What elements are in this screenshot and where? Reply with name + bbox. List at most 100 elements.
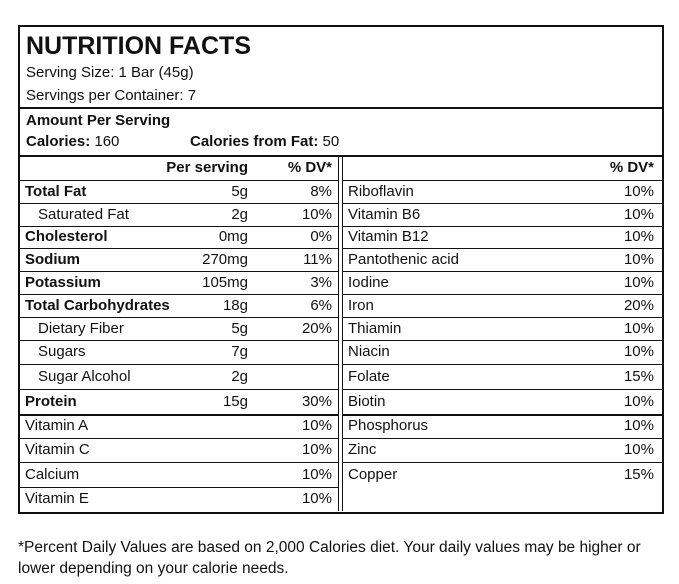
row-line [18, 340, 338, 341]
daily-value: 10% [301, 417, 332, 434]
nutrient-name: Copper [348, 465, 398, 483]
servings: Servings per Container: 7 [26, 87, 197, 104]
column-header: Per serving [166, 159, 248, 176]
daily-value: 8% [310, 182, 332, 200]
nutrient-name: Total Carbohydrates [25, 296, 170, 314]
row-line [342, 248, 662, 249]
divider [18, 107, 662, 109]
row-line [342, 462, 662, 463]
fat-calories-label: Calories from Fat: [190, 133, 319, 150]
nutrient-name: Dietary Fiber [38, 319, 124, 337]
nutrient-name: Iodine [348, 273, 389, 291]
row-line [18, 226, 338, 227]
daily-value: 10% [623, 228, 654, 245]
daily-value: 15% [623, 465, 654, 483]
amount: 18g [222, 296, 248, 314]
row-line [18, 248, 338, 249]
amount: 5g [231, 182, 248, 200]
row-line [18, 462, 338, 463]
label-box [18, 25, 664, 514]
nutrient-name: Vitamin E [25, 490, 89, 507]
row-line [18, 317, 338, 318]
nutrient-name: Cholesterol [25, 228, 108, 245]
row-line [342, 414, 662, 416]
row-line [18, 203, 338, 204]
footnote: *Percent Daily Values are based on 2,000… [18, 539, 641, 577]
amount: 0mg [218, 228, 248, 245]
nutrient-name: Thiamin [348, 319, 402, 337]
column-divider [338, 156, 339, 511]
daily-value: 10% [623, 417, 654, 434]
row-line [342, 317, 662, 318]
amount: 15g [222, 392, 248, 410]
row-line [18, 389, 338, 390]
nutrient-name: Calcium [25, 465, 80, 483]
daily-value: 11% [303, 250, 332, 268]
column-header: % DV* [609, 159, 654, 176]
amount: 7g [231, 343, 248, 360]
amount: 105mg [202, 273, 248, 291]
title: NUTRITION FACTS [26, 32, 251, 60]
amount: 2g [231, 367, 248, 385]
nutrient-name: Vitamin A [25, 417, 89, 434]
row-line [342, 294, 662, 295]
row-line [342, 180, 662, 181]
daily-value: 3% [310, 273, 332, 291]
fat-calories: Calories from Fat: 50 [190, 132, 339, 152]
calories-value: 160 [94, 133, 120, 150]
row-line [342, 271, 662, 272]
daily-value: 10% [623, 319, 654, 337]
amount: 270mg [202, 250, 248, 268]
nutrient-name: Sodium [25, 250, 80, 268]
serving-size: Serving Size: 1 Bar (45g) [26, 64, 194, 81]
row-line [342, 389, 662, 390]
daily-value: 0% [310, 228, 332, 245]
row-line [18, 364, 338, 365]
row-line [342, 203, 662, 204]
nutrient-name: Saturated Fat [38, 205, 129, 223]
nutrient-name: Zinc [348, 441, 377, 458]
daily-value: 10% [301, 490, 332, 507]
nutrient-name: Vitamin B6 [348, 205, 421, 223]
row-line [342, 340, 662, 341]
daily-value: 10% [623, 343, 654, 360]
nutrient-name: Riboflavin [348, 182, 414, 200]
daily-value: 20% [301, 319, 332, 337]
amount-heading: Amount Per Serving [26, 112, 171, 129]
fat-calories-value: 50 [322, 133, 340, 150]
row-line [18, 180, 338, 181]
nutrient-name: Protein [25, 392, 77, 410]
daily-value: 10% [623, 441, 654, 458]
nutrient-name: Vitamin C [25, 441, 90, 458]
nutrient-name: Sugar Alcohol [38, 367, 131, 385]
daily-value: 30% [301, 392, 332, 410]
daily-value: 10% [623, 273, 654, 291]
nutrient-name: Biotin [348, 392, 386, 410]
daily-value: 10% [623, 392, 654, 410]
nutrient-name: Potassium [25, 273, 101, 291]
row-line [342, 438, 662, 439]
daily-value: 10% [623, 205, 654, 223]
row-line [18, 487, 338, 488]
nutrient-name: Folate [348, 367, 390, 385]
nutrient-name: Total Fat [25, 182, 87, 200]
daily-value: 10% [623, 182, 654, 200]
daily-value: 6% [310, 296, 332, 314]
row-line [18, 438, 338, 439]
amount: 5g [231, 319, 248, 337]
calories-label: Calories: [26, 133, 91, 150]
daily-value: 10% [301, 205, 332, 223]
daily-value: 15% [623, 367, 654, 385]
row-line [18, 271, 338, 272]
nutrient-name: Vitamin B12 [348, 228, 429, 245]
column-header: % DV* [287, 159, 332, 176]
calories: Calories: 160 [26, 132, 119, 152]
daily-value: 10% [301, 465, 332, 483]
nutrient-name: Iron [348, 296, 374, 314]
row-line [342, 226, 662, 227]
daily-value: 10% [623, 250, 654, 268]
daily-value: 10% [301, 441, 332, 458]
row-line [342, 364, 662, 365]
nutrient-name: Phosphorus [348, 417, 429, 434]
